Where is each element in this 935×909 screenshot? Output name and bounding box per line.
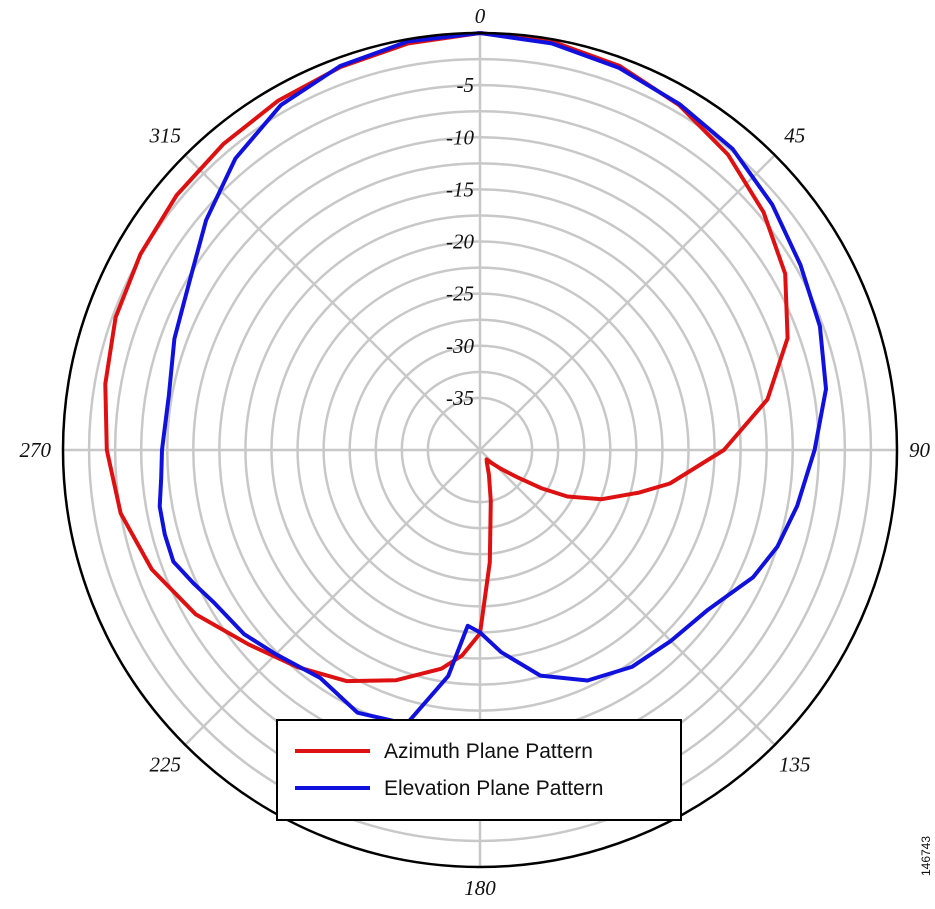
grid-spoke (184, 449, 481, 746)
series-line-azimuth (103, 31, 790, 684)
outer-ring (61, 31, 899, 869)
grid-spoke (479, 154, 776, 451)
figure-id: 146743 (919, 835, 933, 877)
angle-tick-label: 225 (150, 753, 182, 777)
polar-grid (63, 33, 897, 867)
radial-tick-label: -35 (446, 386, 474, 410)
legend-label-azimuth: Azimuth Plane Pattern (384, 740, 593, 763)
legend-box (276, 719, 682, 821)
radial-tick-label: -5 (457, 73, 475, 97)
angle-tick-label: 135 (779, 753, 811, 777)
angle-tick-label: 90 (909, 438, 931, 462)
angle-tick-label: 45 (784, 123, 805, 147)
radial-tick-label: -20 (446, 230, 474, 254)
grid-spoke (479, 449, 776, 746)
radial-tick-label: -15 (446, 177, 474, 201)
series-layer (103, 31, 828, 726)
radial-tick-label: -25 (446, 282, 474, 306)
legend: Azimuth Plane Pattern Elevation Plane Pa… (276, 719, 682, 821)
angle-tick-label: 270 (20, 438, 52, 462)
series-line-elevation (157, 31, 828, 726)
tick-labels: 0 45 90 135 180 225 270 315 -5 -10 -15 -20 -25 -30 -35 (20, 4, 931, 900)
radial-tick-label: -30 (446, 334, 474, 358)
angle-tick-label: 180 (464, 876, 496, 900)
legend-label-elevation: Elevation Plane Pattern (384, 777, 603, 800)
radial-tick-label: -10 (446, 125, 474, 149)
angle-tick-label: 315 (149, 123, 182, 147)
grid-spoke (184, 154, 481, 451)
angle-tick-label: 0 (475, 4, 486, 28)
